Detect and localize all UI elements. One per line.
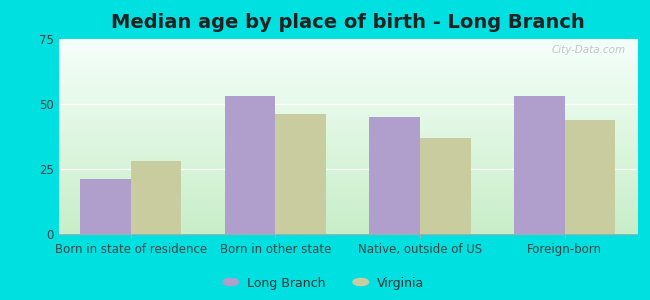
Bar xyxy=(514,96,565,234)
Bar xyxy=(369,117,420,234)
Bar xyxy=(80,179,131,234)
Bar xyxy=(131,161,181,234)
Text: City-Data.com: City-Data.com xyxy=(551,45,625,55)
Bar xyxy=(420,138,471,234)
Title: Median age by place of birth - Long Branch: Median age by place of birth - Long Bran… xyxy=(111,13,584,32)
Text: Virginia: Virginia xyxy=(377,277,424,290)
Bar xyxy=(276,114,326,234)
Bar xyxy=(565,120,616,234)
Text: Long Branch: Long Branch xyxy=(247,277,326,290)
Bar xyxy=(225,96,276,234)
